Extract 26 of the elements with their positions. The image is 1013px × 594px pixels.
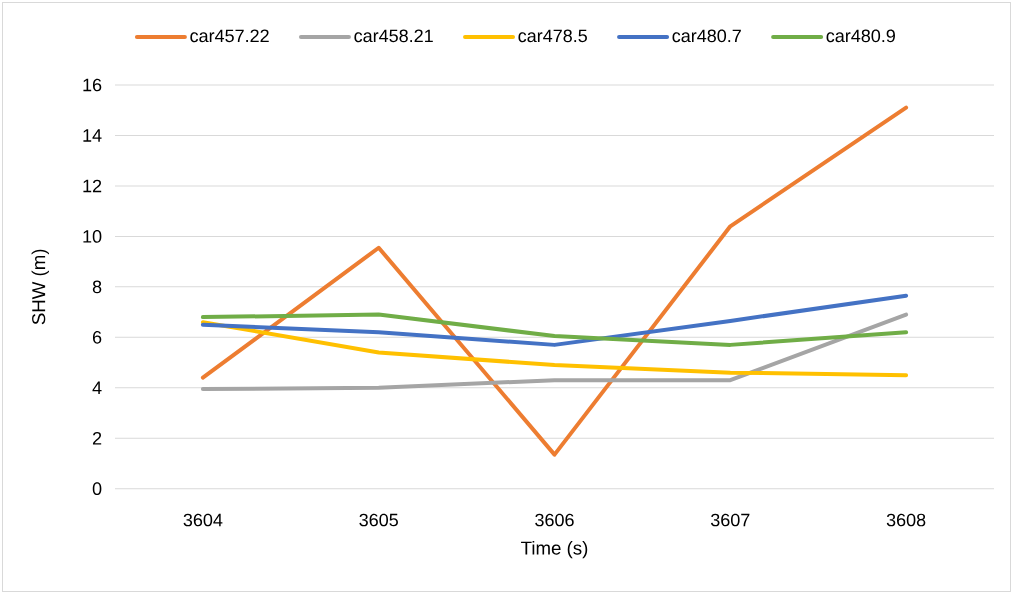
line-series	[200, 312, 909, 347]
y-tick-label: 2	[92, 431, 102, 445]
y-tick-label: 14	[83, 129, 102, 142]
y-tick-label: 0	[92, 482, 102, 496]
x-tick-label: 3605	[359, 513, 398, 527]
legend-label: car478.5	[518, 29, 587, 43]
x-tick-label: 3608	[886, 513, 926, 527]
line-series	[200, 320, 909, 378]
legend-label: car457.22	[190, 29, 269, 43]
line-series	[200, 312, 909, 392]
legend-label: car480.7	[672, 29, 741, 43]
legend-label: car458.21	[354, 29, 433, 43]
x-tick-label: 3606	[535, 513, 574, 527]
x-tick-label: 3604	[183, 513, 223, 527]
y-axis-title: SHW (m)	[31, 249, 49, 325]
x-axis-title: Time (s)	[521, 540, 588, 559]
x-tick-label: 3607	[710, 513, 750, 527]
y-tick-label: 10	[83, 230, 102, 243]
y-tick-label: 8	[92, 280, 102, 294]
y-tick-label: 4	[92, 381, 102, 394]
y-tick-label: 12	[83, 179, 102, 193]
y-tick-label: 6	[92, 330, 102, 344]
line-series	[200, 105, 909, 457]
legend-label: car480.9	[826, 29, 895, 43]
line-series	[200, 293, 909, 347]
y-tick-label: 16	[83, 78, 102, 92]
